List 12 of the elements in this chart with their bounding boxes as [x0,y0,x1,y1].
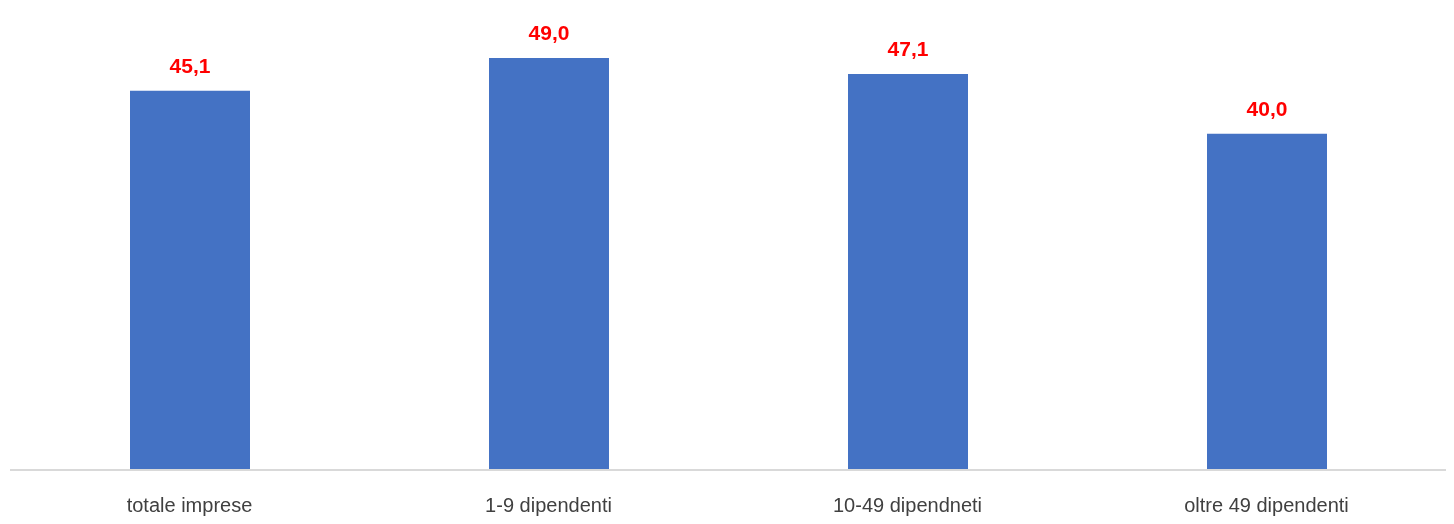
data-label: 49,0 [528,21,570,44]
data-label: 47,1 [887,36,929,60]
x-tick-label: 1-9 dipendenti [485,494,612,517]
x-tick-label: totale imprese [126,494,253,517]
bar [848,73,968,470]
data-label: 40,0 [1246,96,1288,120]
bar [1207,133,1327,470]
data-label: 45,1 [169,53,211,77]
x-tick-label: 10-49 dipendneti [832,494,983,517]
bar [489,58,609,470]
x-tick-label: oltre 49 dipendenti [1184,494,1349,517]
bar [130,90,250,470]
